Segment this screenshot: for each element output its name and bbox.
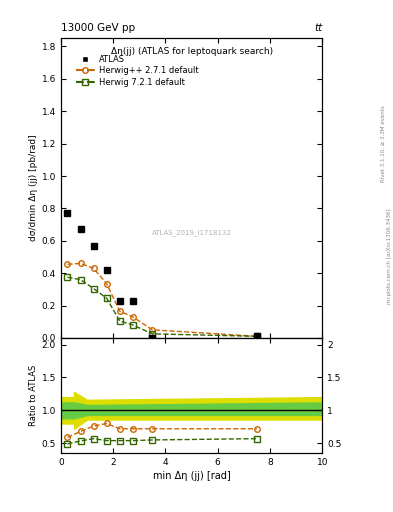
Text: mcplots.cern.ch [arXiv:1306.3436]: mcplots.cern.ch [arXiv:1306.3436]: [387, 208, 391, 304]
Text: 13000 GeV pp: 13000 GeV pp: [61, 23, 135, 33]
Text: Rivet 3.1.10, ≥ 3.3M events: Rivet 3.1.10, ≥ 3.3M events: [381, 105, 386, 182]
Text: Δη(jj) (ATLAS for leptoquark search): Δη(jj) (ATLAS for leptoquark search): [110, 48, 273, 56]
Text: ATLAS_2019_I1718132: ATLAS_2019_I1718132: [152, 230, 231, 237]
X-axis label: min Δη (jj) [rad]: min Δη (jj) [rad]: [153, 471, 230, 481]
Text: tt: tt: [314, 23, 322, 33]
Legend: ATLAS, Herwig++ 2.7.1 default, Herwig 7.2.1 default: ATLAS, Herwig++ 2.7.1 default, Herwig 7.…: [73, 52, 202, 90]
Y-axis label: Ratio to ATLAS: Ratio to ATLAS: [29, 365, 37, 426]
Y-axis label: dσ/dmin Δη (jj) [pb/rad]: dσ/dmin Δη (jj) [pb/rad]: [29, 135, 37, 242]
